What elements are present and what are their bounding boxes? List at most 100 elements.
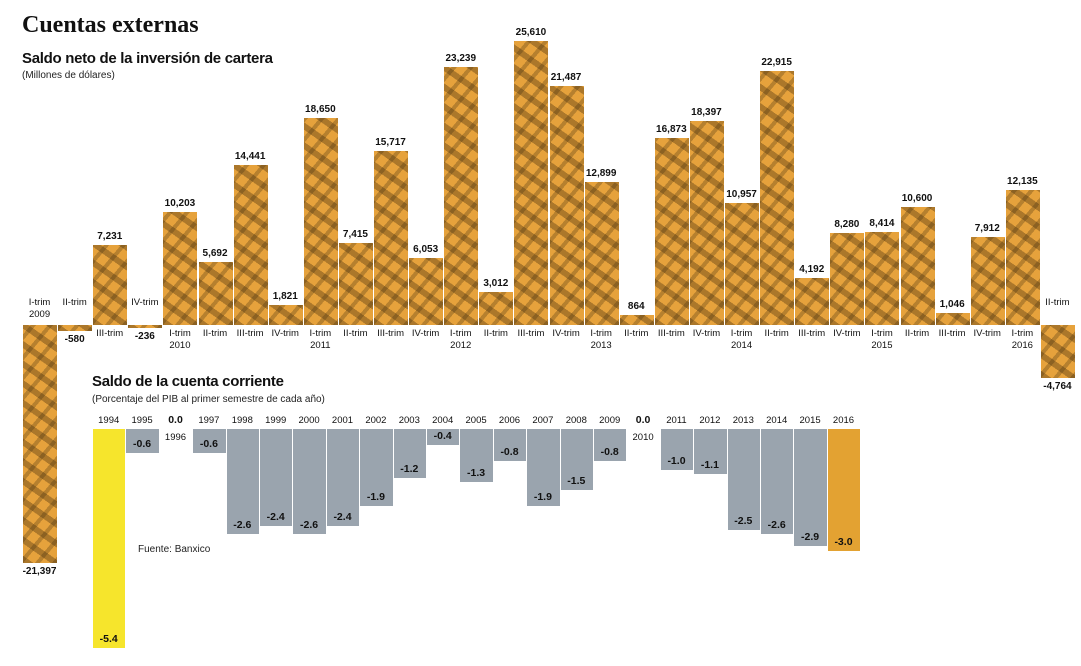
bar bbox=[492, 429, 527, 462]
bar bbox=[92, 244, 128, 325]
x-tick-label: II-trim bbox=[1045, 297, 1070, 308]
bar bbox=[526, 429, 560, 506]
value-label: 8,414 bbox=[869, 217, 895, 229]
x-tick-label: 2011 bbox=[666, 415, 687, 426]
value-label: -2.9 bbox=[801, 531, 820, 544]
bar bbox=[162, 211, 198, 325]
bar bbox=[192, 429, 226, 454]
value-label: 8,280 bbox=[834, 219, 860, 231]
bar bbox=[759, 70, 795, 325]
value-label: 18,397 bbox=[691, 106, 722, 118]
bar bbox=[292, 429, 326, 535]
x-tick-label: IV-trim bbox=[271, 328, 299, 339]
bar bbox=[259, 429, 293, 527]
value-label: -21,397 bbox=[22, 565, 57, 577]
value-label: -1.3 bbox=[467, 466, 486, 479]
bar bbox=[392, 429, 426, 478]
chart-subtitle: (Porcentaje del PIB al primer semestre d… bbox=[92, 394, 325, 405]
x-tick-label: I-trim 2013 bbox=[590, 328, 612, 351]
value-label: -2.6 bbox=[300, 519, 319, 532]
chart-title: Saldo de la cuenta corriente bbox=[92, 373, 284, 390]
bar bbox=[225, 429, 259, 535]
value-label: 1,046 bbox=[939, 299, 965, 311]
value-label: 18,650 bbox=[305, 103, 336, 115]
x-tick-label: II-trim bbox=[624, 328, 649, 339]
bar bbox=[864, 231, 900, 325]
x-tick-label: 2013 bbox=[732, 415, 754, 426]
bar bbox=[760, 429, 794, 535]
bar bbox=[593, 429, 627, 462]
x-tick-label: 2007 bbox=[532, 415, 554, 426]
value-label: 12,135 bbox=[1007, 176, 1038, 188]
x-tick-label: II-trim bbox=[202, 328, 228, 339]
bar bbox=[478, 291, 514, 325]
x-tick-label: 2005 bbox=[465, 415, 487, 426]
x-tick-label: IV-trim bbox=[411, 328, 440, 339]
value-label: -1.9 bbox=[533, 490, 552, 503]
x-tick-label: III-trim bbox=[657, 328, 685, 339]
bar bbox=[325, 429, 360, 527]
value-label: -1.5 bbox=[567, 474, 586, 487]
x-tick-label: 2010 bbox=[632, 432, 654, 443]
value-label: -0.8 bbox=[500, 446, 519, 459]
x-tick-label: IV-trim bbox=[833, 328, 861, 339]
x-tick-label: 2014 bbox=[766, 415, 788, 426]
value-label: -236 bbox=[134, 330, 155, 342]
bar bbox=[1039, 325, 1075, 378]
value-label: -580 bbox=[64, 334, 85, 346]
bar bbox=[724, 203, 760, 325]
x-tick-label: IV-trim bbox=[131, 297, 159, 308]
bar bbox=[513, 40, 549, 325]
bar bbox=[197, 261, 233, 325]
value-label: -2.6 bbox=[767, 519, 786, 532]
bar bbox=[794, 278, 830, 325]
bar bbox=[583, 181, 619, 325]
bar bbox=[548, 86, 584, 325]
chart-title: Saldo neto de la inversión de cartera bbox=[22, 50, 273, 67]
value-label: 3,012 bbox=[483, 277, 509, 289]
x-tick-label: III-trim bbox=[517, 328, 545, 339]
value-label: 25,610 bbox=[515, 26, 547, 38]
bar bbox=[934, 313, 970, 325]
bar bbox=[1004, 190, 1040, 325]
bar bbox=[125, 429, 159, 454]
value-label: -0.4 bbox=[433, 430, 452, 443]
value-label: 10,600 bbox=[901, 193, 933, 205]
x-tick-label: 2004 bbox=[432, 415, 454, 426]
x-tick-label: I-trim 2012 bbox=[449, 328, 472, 351]
x-tick-label: 1997 bbox=[198, 415, 220, 426]
value-label: 5,692 bbox=[202, 247, 228, 259]
page-title: Cuentas externas bbox=[22, 12, 199, 38]
x-tick-label: IV-trim bbox=[973, 328, 1001, 339]
x-tick-label: 2000 bbox=[298, 415, 320, 426]
bar bbox=[92, 429, 126, 648]
value-label: 7,415 bbox=[342, 228, 368, 240]
value-label: 21,487 bbox=[550, 72, 582, 84]
value-label: -3.0 bbox=[834, 535, 853, 548]
bar bbox=[793, 429, 827, 547]
value-label: 7,912 bbox=[974, 223, 1000, 235]
bar bbox=[726, 429, 760, 531]
x-tick-label: 2012 bbox=[699, 415, 721, 426]
x-tick-label: 2009 bbox=[599, 415, 621, 426]
value-label: -2.4 bbox=[266, 511, 285, 524]
bar bbox=[127, 325, 163, 328]
x-tick-label: II-trim bbox=[343, 328, 368, 339]
bar bbox=[969, 237, 1005, 325]
bar bbox=[826, 429, 861, 551]
x-tick-label: 2001 bbox=[331, 415, 354, 426]
value-label: -2.4 bbox=[333, 511, 352, 524]
x-tick-label: III-trim bbox=[377, 328, 404, 339]
value-label: 15,717 bbox=[375, 136, 406, 148]
bar bbox=[653, 137, 689, 325]
x-tick-label: III-trim bbox=[798, 328, 826, 339]
bar bbox=[359, 429, 393, 506]
value-label: -2.5 bbox=[734, 515, 753, 528]
bar bbox=[373, 150, 409, 325]
bar bbox=[829, 233, 865, 325]
bar bbox=[57, 325, 93, 332]
value-label: -1.1 bbox=[700, 458, 719, 471]
x-tick-label: 2006 bbox=[498, 415, 521, 426]
x-tick-label: III-trim bbox=[96, 328, 124, 339]
value-label: 23,239 bbox=[445, 53, 477, 65]
